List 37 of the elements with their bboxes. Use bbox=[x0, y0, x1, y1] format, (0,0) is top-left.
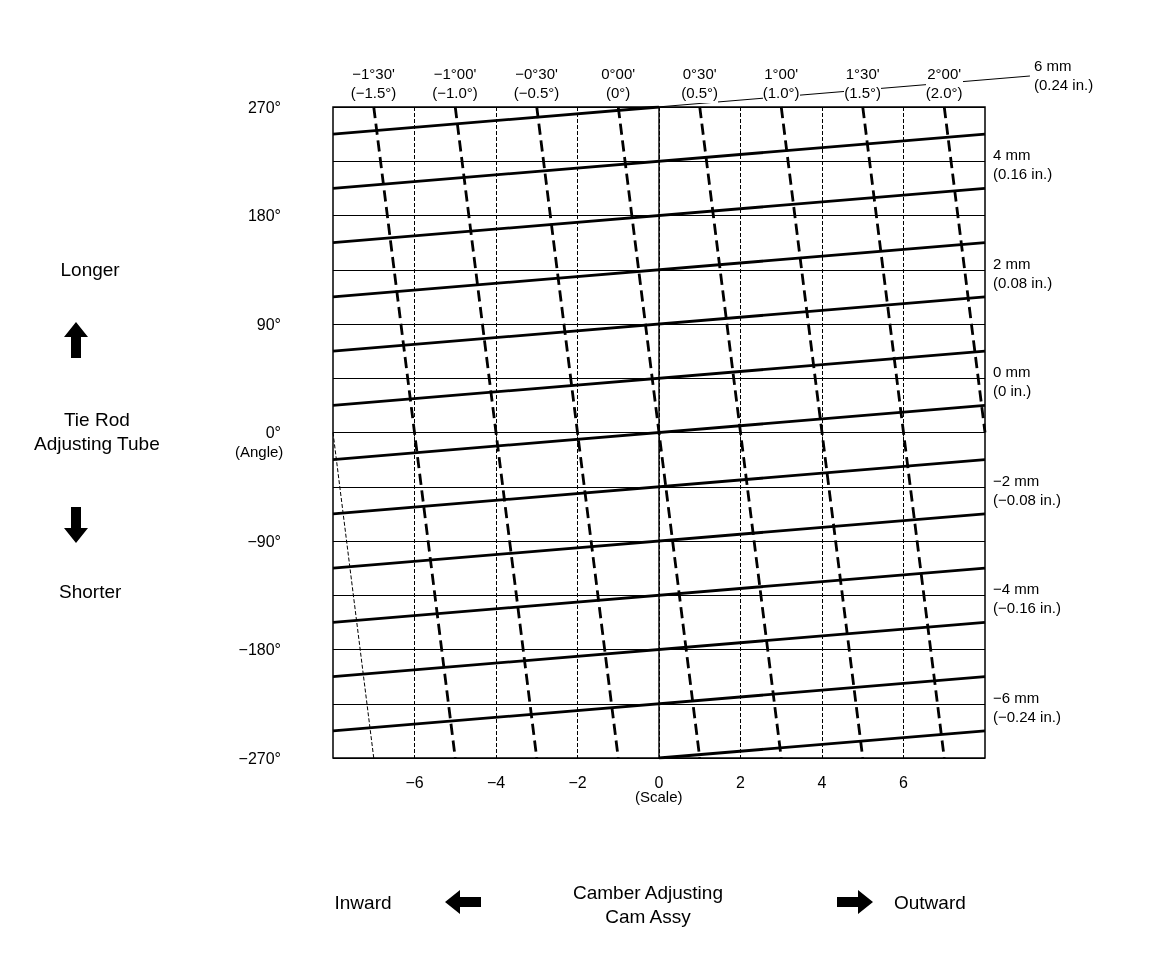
text: Outward bbox=[894, 891, 966, 915]
y-tick-label: 90° bbox=[256, 315, 281, 333]
x-axis-title: (Scale) bbox=[635, 788, 683, 807]
x-tick-label: 2 bbox=[736, 773, 746, 791]
y-tick-label: 0° bbox=[265, 424, 281, 441]
series-label: 0°00' (0°) bbox=[601, 65, 636, 103]
series-label: −0°30' (−0.5°) bbox=[513, 65, 560, 103]
series-label: −4 mm (−0.16 in.) bbox=[993, 580, 1061, 618]
series-label: 4 mm (0.16 in.) bbox=[993, 146, 1053, 184]
y-tick-label: −180° bbox=[238, 641, 281, 658]
x-tick-label: 0 bbox=[654, 773, 664, 791]
y-tick-label: 180° bbox=[247, 207, 281, 224]
y-axis-title: (Angle) bbox=[235, 442, 284, 462]
x-tick-label: 6 bbox=[899, 773, 909, 791]
text: 6 mm (0.24 in.) bbox=[1034, 57, 1094, 95]
series-label: 1°00' (1.0°) bbox=[762, 65, 800, 103]
series-label: −1°30' (−1.5°) bbox=[350, 65, 397, 103]
series-label: 2 mm (0.08 in.) bbox=[993, 254, 1053, 293]
text: Shorter bbox=[59, 580, 122, 604]
text: Camber Adjusting Cam Assy bbox=[573, 881, 723, 929]
text: Inward bbox=[334, 891, 392, 915]
series-label: 1°30' (1.5°) bbox=[844, 65, 882, 103]
x-tick-label: 4 bbox=[817, 773, 827, 791]
y-tick-label: −90° bbox=[247, 532, 281, 550]
series-label: 2°00' (2.0°) bbox=[925, 65, 963, 103]
series-label: −2 mm (−0.08 in.) bbox=[993, 471, 1061, 510]
series-label: 0°30' (0.5°) bbox=[681, 65, 719, 103]
text: Longer bbox=[60, 258, 120, 282]
series-label: −1°00' (−1.0°) bbox=[432, 65, 478, 103]
x-tick-label: −4 bbox=[486, 773, 506, 791]
text: Tie Rod Adjusting Tube bbox=[34, 408, 160, 456]
x-tick-label: −2 bbox=[568, 773, 587, 791]
x-tick-label: −6 bbox=[405, 773, 424, 791]
y-tick-label: 270° bbox=[247, 98, 281, 116]
series-label: 0 mm (0 in.) bbox=[993, 363, 1032, 401]
y-tick-label: −270° bbox=[238, 749, 281, 767]
series-label: −6 mm (−0.24 in.) bbox=[993, 688, 1061, 727]
